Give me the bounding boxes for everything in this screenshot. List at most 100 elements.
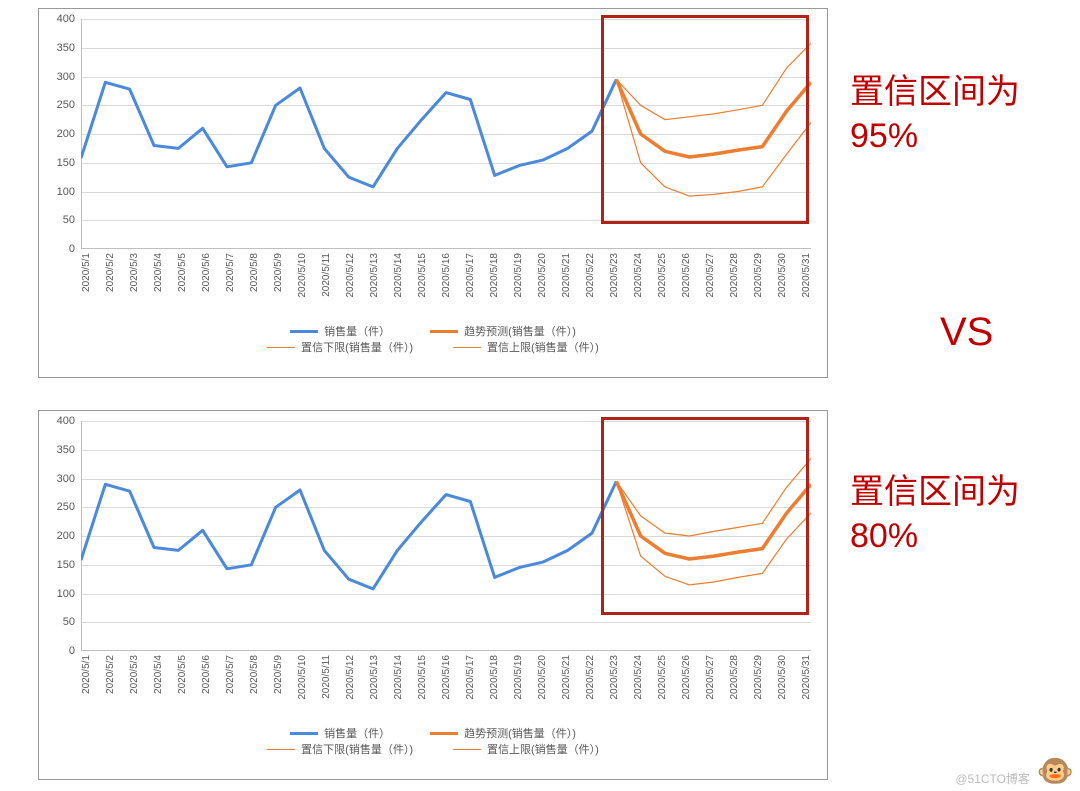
ytick-label: 100 xyxy=(57,588,75,600)
plot-area-top: 050100150200250300350400 xyxy=(49,19,817,249)
xtick-label: 2020/5/11 xyxy=(321,655,332,699)
legend-label: 销售量（件） xyxy=(324,323,390,339)
xtick-label: 2020/5/17 xyxy=(465,253,476,298)
xtick-label: 2020/5/31 xyxy=(801,655,812,700)
legend-label: 置信上限(销售量（件）) xyxy=(487,339,599,355)
xtick-label: 2020/5/13 xyxy=(369,655,380,700)
legend-swatch xyxy=(267,347,295,348)
xtick-label: 2020/5/24 xyxy=(633,655,644,700)
legend-swatch xyxy=(453,749,481,750)
legend-item: 销售量（件） xyxy=(290,323,390,339)
ytick-label: 300 xyxy=(57,71,75,83)
legend-swatch xyxy=(267,749,295,750)
ytick-label: 200 xyxy=(57,530,75,542)
monkey-icon: 🐵 xyxy=(1037,754,1074,789)
line-layer-top xyxy=(81,19,811,249)
xtick-label: 2020/5/8 xyxy=(249,655,260,694)
ytick-label: 0 xyxy=(69,645,75,657)
legend-item: 趋势预测(销售量（件）) xyxy=(430,725,576,741)
xtick-label: 2020/5/15 xyxy=(417,655,428,700)
ytick-label: 350 xyxy=(57,42,75,54)
xtick-label: 2020/5/21 xyxy=(561,253,572,298)
legend-item: 置信下限(销售量（件）) xyxy=(267,339,413,355)
legend-swatch xyxy=(430,732,458,735)
xtick-label: 2020/5/18 xyxy=(489,253,500,298)
xtick-label: 2020/5/16 xyxy=(441,253,452,298)
xtick-label: 2020/5/20 xyxy=(537,655,548,700)
xtick-label: 2020/5/20 xyxy=(537,253,548,298)
legend-swatch xyxy=(290,330,318,333)
ytick-label: 50 xyxy=(63,214,75,226)
legend-item: 置信下限(销售量（件）) xyxy=(267,741,413,757)
xtick-label: 2020/5/5 xyxy=(177,253,188,292)
line-upper xyxy=(616,458,811,536)
xtick-label: 2020/5/25 xyxy=(657,655,668,700)
ytick-label: 200 xyxy=(57,128,75,140)
xtick-label: 2020/5/15 xyxy=(417,253,428,298)
x-axis-labels-top: 2020/5/1 2020/5/2 2020/5/3 2020/5/4 2020/5/5… xyxy=(81,249,811,319)
xtick-label: 2020/5/18 xyxy=(489,655,500,700)
ytick-label: 150 xyxy=(57,157,75,169)
xtick-label: 2020/5/2 xyxy=(105,253,116,292)
xtick-label: 2020/5/30 xyxy=(777,655,788,700)
xtick-label: 2020/5/24 xyxy=(633,253,644,298)
xtick-label: 2020/5/27 xyxy=(705,655,716,700)
legend-label: 销售量（件） xyxy=(324,725,390,741)
xtick-label: 2020/5/5 xyxy=(177,655,188,694)
line-forecast xyxy=(616,79,811,157)
line-lower xyxy=(616,481,811,585)
xtick-label: 2020/5/7 xyxy=(225,253,236,292)
plot-area-bottom: 050100150200250300350400 xyxy=(49,421,817,651)
xtick-label: 2020/5/11 xyxy=(321,253,332,297)
chart-95: 050100150200250300350400 2020/5/12020/5/… xyxy=(38,8,828,378)
xtick-label: 2020/5/1 xyxy=(81,253,92,292)
ytick-label: 150 xyxy=(57,559,75,571)
xtick-label: 2020/5/3 xyxy=(129,655,140,694)
xtick-label: 2020/5/17 xyxy=(465,655,476,700)
xtick-label: 2020/5/10 xyxy=(297,655,308,700)
legend-label: 置信上限(销售量（件）) xyxy=(487,741,599,757)
ytick-label: 100 xyxy=(57,186,75,198)
xtick-label: 2020/5/26 xyxy=(681,253,692,298)
xtick-label: 2020/5/26 xyxy=(681,655,692,700)
ytick-label: 350 xyxy=(57,444,75,456)
xtick-label: 2020/5/14 xyxy=(393,253,404,298)
xtick-label: 2020/5/31 xyxy=(801,253,812,298)
xtick-label: 2020/5/4 xyxy=(153,655,164,694)
chart-80: 050100150200250300350400 2020/5/12020/5/… xyxy=(38,410,828,780)
xtick-label: 2020/5/21 xyxy=(561,655,572,700)
xtick-label: 2020/5/8 xyxy=(249,253,260,292)
page: 050100150200250300350400 2020/5/12020/5/… xyxy=(0,0,1080,791)
line-upper xyxy=(616,43,811,119)
xtick-label: 2020/5/3 xyxy=(129,253,140,292)
legend-label: 趋势预测(销售量（件）) xyxy=(464,323,576,339)
xtick-label: 2020/5/7 xyxy=(225,655,236,694)
label-95: 置信区间为95% xyxy=(850,70,1080,158)
xtick-label: 2020/5/22 xyxy=(585,253,596,298)
watermark: @51CTO博客 xyxy=(955,770,1030,787)
xtick-label: 2020/5/9 xyxy=(273,655,284,694)
xtick-label: 2020/5/14 xyxy=(393,655,404,700)
xtick-label: 2020/5/23 xyxy=(609,253,620,298)
xtick-label: 2020/5/6 xyxy=(201,655,212,694)
xtick-label: 2020/5/19 xyxy=(513,655,524,700)
legend-swatch xyxy=(453,347,481,348)
ytick-label: 300 xyxy=(57,473,75,485)
legend-label: 趋势预测(销售量（件）) xyxy=(464,725,576,741)
xtick-label: 2020/5/1 xyxy=(81,655,92,694)
ytick-label: 400 xyxy=(57,13,75,25)
legend-top: 销售量（件） 趋势预测(销售量（件）) 置信下限(销售量（件）) 置信上限(销售量（件… xyxy=(49,323,817,355)
ytick-label: 250 xyxy=(57,99,75,111)
xtick-label: 2020/5/29 xyxy=(753,655,764,700)
xtick-label: 2020/5/25 xyxy=(657,253,668,298)
legend-item: 趋势预测(销售量（件）) xyxy=(430,323,576,339)
line-forecast xyxy=(616,481,811,559)
label-80: 置信区间为80% xyxy=(850,470,1080,558)
legend-swatch xyxy=(430,330,458,333)
legend-item: 销售量（件） xyxy=(290,725,390,741)
line-actual xyxy=(81,79,616,186)
xtick-label: 2020/5/4 xyxy=(153,253,164,292)
vs-label: VS xyxy=(940,310,993,355)
xtick-label: 2020/5/10 xyxy=(297,253,308,298)
xtick-label: 2020/5/16 xyxy=(441,655,452,700)
